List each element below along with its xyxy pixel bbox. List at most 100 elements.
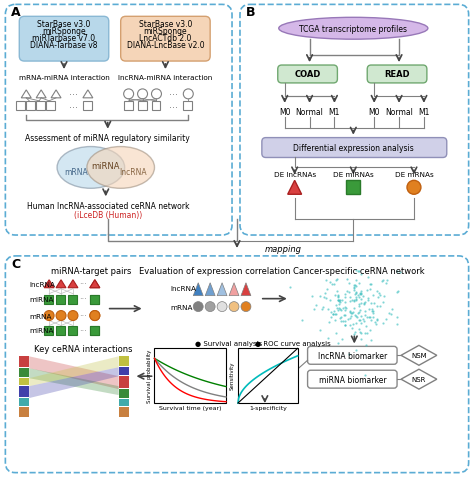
Polygon shape — [241, 283, 251, 296]
Polygon shape — [29, 369, 118, 395]
Text: Survival time (year): Survival time (year) — [159, 405, 221, 409]
Bar — [56, 295, 65, 304]
Text: DIANA-LncBase v2.0: DIANA-LncBase v2.0 — [127, 41, 204, 49]
Text: NSM: NSM — [411, 353, 427, 359]
Circle shape — [205, 302, 215, 312]
FancyBboxPatch shape — [367, 66, 427, 84]
Circle shape — [68, 311, 78, 321]
Text: miRSponge: miRSponge — [144, 27, 187, 36]
Text: ● Survival analysis: ● Survival analysis — [195, 341, 263, 347]
Bar — [19, 357, 29, 368]
Text: COAD: COAD — [294, 71, 321, 79]
Text: DE lncRNAs: DE lncRNAs — [273, 172, 316, 178]
Text: DE mRNAs: DE mRNAs — [394, 172, 433, 178]
Text: miRNA biomarker: miRNA biomarker — [319, 375, 386, 384]
Text: M1: M1 — [418, 108, 429, 117]
Bar — [346, 181, 360, 195]
Text: Normal: Normal — [296, 108, 324, 117]
FancyBboxPatch shape — [278, 66, 337, 84]
FancyBboxPatch shape — [262, 138, 447, 158]
Bar — [46, 102, 55, 110]
Text: miRNA: miRNA — [91, 162, 120, 170]
Bar — [183, 102, 192, 110]
Bar — [118, 407, 128, 417]
Text: lncRNA: lncRNA — [29, 281, 55, 287]
Text: Human lncRNA-associated ceRNA network: Human lncRNA-associated ceRNA network — [27, 201, 189, 210]
Text: M0: M0 — [368, 108, 380, 117]
Circle shape — [241, 302, 251, 312]
Bar — [16, 102, 25, 110]
Bar — [90, 327, 99, 336]
Text: LncACTdb 2.0: LncACTdb 2.0 — [139, 34, 191, 43]
Text: ···: ··· — [79, 295, 87, 303]
Text: ● ROC curve analysis: ● ROC curve analysis — [255, 341, 331, 347]
Bar — [68, 295, 77, 304]
Text: M0: M0 — [279, 108, 291, 117]
Polygon shape — [229, 283, 239, 296]
Bar — [36, 102, 45, 110]
Text: ···: ··· — [169, 103, 178, 112]
Polygon shape — [205, 283, 215, 296]
Bar — [90, 295, 99, 304]
Ellipse shape — [57, 147, 125, 189]
Bar — [118, 368, 128, 375]
Text: Cancer-specific ceRNA network: Cancer-specific ceRNA network — [293, 267, 425, 276]
Bar — [155, 348, 226, 403]
Circle shape — [193, 302, 203, 312]
Text: ···: ··· — [70, 90, 79, 100]
Text: mapping: mapping — [265, 245, 302, 254]
Text: ···: ··· — [79, 280, 87, 288]
Text: miRTarbase v7.0: miRTarbase v7.0 — [32, 34, 96, 43]
Polygon shape — [193, 283, 203, 296]
Polygon shape — [44, 280, 54, 288]
Polygon shape — [56, 280, 66, 288]
Text: lncRNA-miRNA interaction: lncRNA-miRNA interaction — [118, 75, 212, 81]
Polygon shape — [217, 283, 227, 296]
Bar — [118, 399, 128, 406]
Text: lncRNA biomarker: lncRNA biomarker — [318, 351, 387, 360]
Text: A: A — [11, 6, 21, 19]
Text: miRSponge: miRSponge — [42, 27, 86, 36]
Text: C: C — [11, 258, 20, 271]
Text: mRNA: mRNA — [64, 168, 88, 177]
Bar — [118, 376, 128, 388]
Text: READ: READ — [384, 71, 410, 79]
Text: Survival probability: Survival probability — [146, 349, 152, 402]
Text: TCGA transcriptome profiles: TCGA transcriptome profiles — [299, 24, 407, 34]
Text: mRNA: mRNA — [170, 304, 193, 310]
Bar — [19, 407, 29, 417]
Polygon shape — [68, 280, 78, 288]
Bar — [19, 398, 29, 406]
Text: Evaluation of expression correlation: Evaluation of expression correlation — [139, 267, 291, 276]
Text: DIANA-Tarbase v8: DIANA-Tarbase v8 — [30, 41, 98, 49]
Text: mRNA-miRNA interaction: mRNA-miRNA interaction — [18, 75, 109, 81]
Bar — [26, 102, 35, 110]
Circle shape — [90, 311, 100, 321]
Bar — [238, 348, 298, 403]
Text: ···: ··· — [169, 90, 178, 100]
Polygon shape — [29, 357, 118, 389]
Text: M1: M1 — [329, 108, 340, 117]
Text: miRNA: miRNA — [29, 328, 54, 334]
Polygon shape — [90, 280, 100, 288]
FancyBboxPatch shape — [308, 347, 397, 364]
Bar — [90, 327, 99, 336]
Text: miRNA-target pairs: miRNA-target pairs — [51, 267, 131, 276]
Bar — [68, 327, 77, 336]
Bar — [19, 386, 29, 397]
Text: (iLceDB (Human)): (iLceDB (Human)) — [73, 210, 142, 219]
Bar — [137, 102, 146, 110]
Text: NSR: NSR — [412, 376, 426, 383]
Bar — [56, 327, 65, 336]
Bar — [152, 102, 161, 110]
Text: DE miRNAs: DE miRNAs — [333, 172, 374, 178]
Bar — [118, 389, 128, 398]
Text: ···: ··· — [79, 312, 87, 320]
Text: ···: ··· — [79, 326, 87, 335]
Circle shape — [229, 302, 239, 312]
Text: StarBase v3.0: StarBase v3.0 — [37, 20, 91, 29]
FancyBboxPatch shape — [121, 17, 210, 62]
Text: 1-specificity: 1-specificity — [249, 405, 287, 409]
Text: Differential expression analysis: Differential expression analysis — [293, 144, 414, 153]
Text: StarBase v3.0: StarBase v3.0 — [139, 20, 192, 29]
